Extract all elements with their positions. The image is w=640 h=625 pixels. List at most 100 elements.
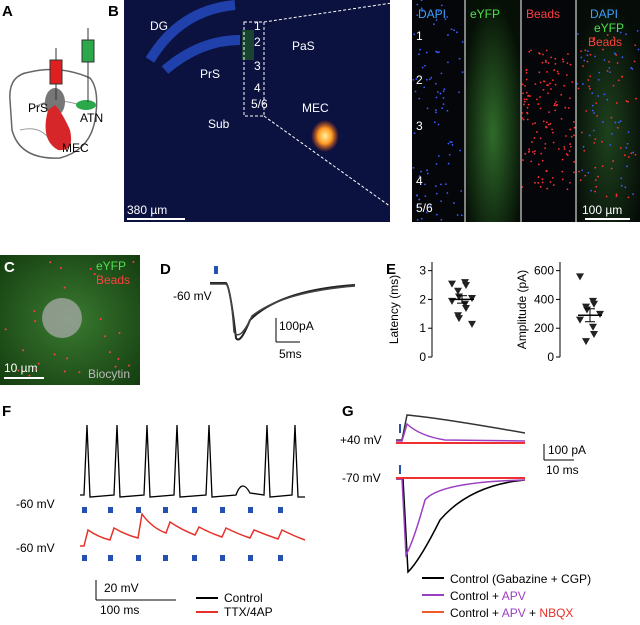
channel-label: DAPI (590, 7, 618, 21)
bead-dot (549, 122, 552, 125)
dapi-dot (424, 183, 426, 186)
dapi-dot (437, 155, 440, 157)
bead-dot (521, 112, 523, 114)
bead-dot (128, 364, 131, 367)
dapi-dot (444, 18, 447, 21)
bead-dot (108, 351, 111, 354)
stimulus (136, 507, 141, 513)
merge-dot (596, 114, 599, 117)
trace (396, 422, 526, 442)
stimulus (192, 507, 197, 513)
scale-label: 380 µm (127, 203, 167, 217)
bead-dot (569, 128, 572, 131)
merge-dot (587, 50, 589, 53)
merge-dot (625, 100, 628, 103)
legend-label: Control + APV + NBQX (450, 606, 573, 620)
legend-label: TTX/4AP (224, 605, 273, 619)
dapi-dot (453, 202, 455, 204)
dapi-dot (433, 121, 436, 124)
dapi-dot (418, 97, 421, 100)
y-tick-label: 200 (534, 321, 554, 335)
dapi-dot (420, 170, 422, 173)
bead-dot (117, 357, 120, 360)
merge-dot (588, 134, 591, 137)
dapi-dot (424, 64, 426, 67)
dapi-dot (440, 200, 442, 203)
layer-label: 4 (254, 81, 261, 95)
merge-dot (589, 75, 592, 78)
dapi-dot (450, 141, 453, 144)
merge-dot (577, 87, 580, 90)
dapi-dot (415, 78, 418, 80)
y-tick-label: 3 (419, 264, 426, 278)
bead-dot (566, 62, 569, 65)
bead-dot (554, 109, 557, 112)
dapi-dot (416, 3, 419, 6)
point (448, 280, 456, 288)
stimulus (220, 507, 225, 513)
merge-dot (590, 189, 592, 192)
point (468, 320, 476, 328)
dapi-dot (435, 96, 438, 99)
dapi-dot (435, 192, 438, 195)
dapi-dot (461, 71, 464, 74)
merge-dot (594, 55, 596, 58)
bead-dot (522, 103, 525, 106)
bead-dot (534, 150, 536, 153)
panel-label: C (4, 259, 15, 276)
merge-dot (605, 195, 608, 198)
dapi-dot (440, 183, 442, 186)
bead-dot (556, 70, 559, 73)
bead-dot (526, 106, 529, 109)
merge-dot (610, 167, 613, 170)
dapi-dot (430, 76, 433, 79)
point (462, 305, 470, 313)
dapi-dot (440, 4, 443, 7)
dapi-dot (460, 190, 463, 192)
merge-dot (584, 49, 587, 52)
bead-dot (525, 91, 528, 94)
bead-dot (538, 52, 541, 55)
bead-dot (99, 318, 102, 321)
region-label: DG (150, 19, 168, 33)
point (583, 306, 591, 314)
layer-label: 1 (254, 19, 261, 33)
bead-dot (114, 365, 117, 368)
bead-dot (541, 61, 544, 64)
dapi-dot (416, 204, 419, 207)
merge-dot (583, 149, 586, 152)
panel-label: E (386, 261, 396, 278)
merge-dot (586, 54, 589, 57)
bead-dot (547, 123, 550, 126)
bead-dot (560, 93, 563, 96)
dapi-dot (419, 48, 421, 51)
dapi-dot (447, 162, 450, 165)
dapi-dot (440, 218, 443, 221)
point (576, 273, 584, 281)
dapi-dot (429, 205, 432, 208)
legend-part: Control + (450, 606, 502, 620)
dapi-dot (459, 149, 462, 152)
layer-label: 5/6 (416, 201, 433, 215)
layer-label: 2 (416, 73, 423, 87)
bead-dot (550, 56, 553, 59)
scale-label: 100 µm (582, 203, 622, 217)
merge-dot (593, 141, 596, 144)
channel-label: Beads (588, 35, 622, 49)
dapi-dot (414, 90, 417, 93)
legend-part: Control + (450, 589, 502, 603)
merge-dot (621, 75, 623, 78)
bead-dot (545, 121, 548, 124)
bead-dot (526, 111, 528, 114)
dapi-dot (426, 107, 429, 110)
merge-dot (593, 37, 596, 39)
dapi-dot (436, 91, 439, 93)
legend-label: Control + APV (450, 589, 526, 603)
bead-dot (34, 367, 37, 370)
scale-label: 5ms (279, 347, 302, 361)
bead-dot (534, 122, 537, 124)
merge-dot (619, 31, 622, 34)
dapi-dot (418, 175, 421, 177)
bead-dot (551, 177, 554, 179)
bead-dot (525, 78, 528, 81)
